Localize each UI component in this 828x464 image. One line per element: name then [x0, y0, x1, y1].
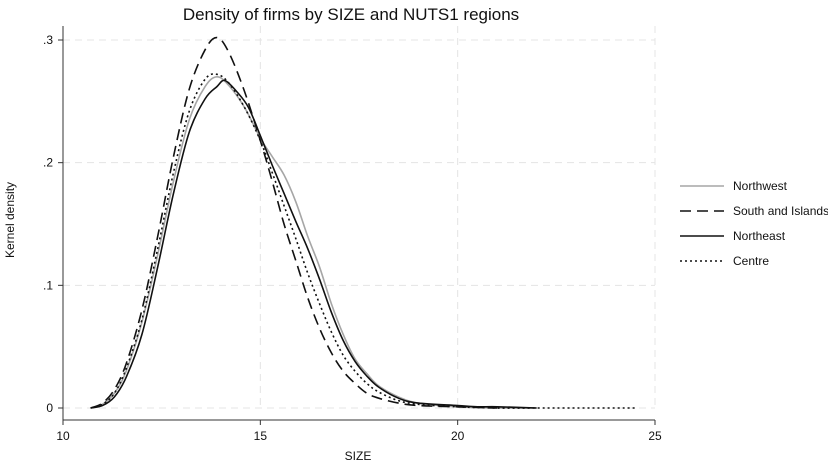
- x-tick-label: 15: [254, 429, 268, 443]
- series-line-northwest: [90, 76, 537, 409]
- x-tick-label: 10: [56, 429, 70, 443]
- y-tick-label: .1: [43, 278, 53, 292]
- y-tick-label: .2: [43, 156, 53, 170]
- series-line-northeast: [90, 79, 537, 409]
- x-tick-label: 25: [648, 429, 662, 443]
- legend-label-northeast: Northeast: [733, 229, 786, 243]
- series-line-centre: [90, 73, 636, 409]
- legend-label-centre: Centre: [733, 254, 769, 268]
- axes: [62, 26, 655, 421]
- series-lines: [90, 36, 636, 409]
- x-axis-ticks: 10 15 20 25: [56, 420, 662, 443]
- series-line-south-and-islands: [90, 36, 498, 409]
- y-tick-label: 0: [46, 401, 53, 415]
- y-tick-label: .3: [43, 33, 53, 47]
- y-axis-ticks: 0 .1 .2 .3: [43, 33, 63, 415]
- legend-label-south-and-islands: South and Islands: [733, 204, 828, 218]
- chart-title: Density of firms by SIZE and NUTS1 regio…: [183, 5, 519, 24]
- y-axis-label: Kernel density: [3, 182, 17, 258]
- legend: Northwest South and Islands Northeast Centr…: [680, 179, 828, 268]
- grid-lines: [62, 26, 656, 409]
- legend-label-northwest: Northwest: [733, 179, 788, 193]
- x-axis-label: SIZE: [345, 449, 372, 463]
- x-tick-label: 20: [451, 429, 465, 443]
